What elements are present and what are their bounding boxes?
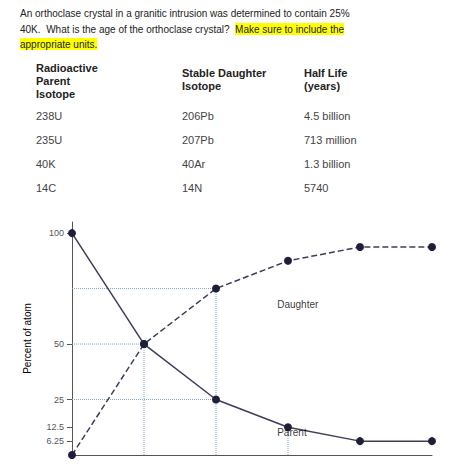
- svg-text:6.25: 6.25: [46, 436, 64, 446]
- svg-text:14C: 14C: [36, 182, 56, 194]
- svg-text:207Pb: 207Pb: [182, 134, 214, 146]
- svg-text:An orthoclase crystal in a gra: An orthoclase crystal in a granitic intr…: [20, 8, 350, 19]
- svg-text:50: 50: [54, 339, 64, 349]
- svg-text:Parent: Parent: [277, 427, 307, 438]
- svg-text:Make sure to include the: Make sure to include the: [235, 24, 344, 35]
- svg-text:25: 25: [54, 395, 64, 405]
- svg-text:Isotope: Isotope: [182, 80, 221, 92]
- svg-text:100: 100: [49, 228, 64, 238]
- svg-text:Isotope: Isotope: [36, 88, 75, 100]
- svg-text:4.5 billion: 4.5 billion: [304, 110, 350, 122]
- svg-text:713 million: 713 million: [304, 134, 357, 146]
- svg-text:Radioactive: Radioactive: [36, 62, 98, 74]
- svg-text:appropriate units.: appropriate units.: [20, 39, 97, 50]
- svg-text:5740: 5740: [304, 182, 328, 194]
- svg-text:(years): (years): [304, 80, 340, 92]
- svg-text:238U: 238U: [36, 110, 62, 122]
- svg-text:40K: 40K: [36, 158, 56, 170]
- svg-text:235U: 235U: [36, 134, 62, 146]
- svg-text:40Ar: 40Ar: [182, 158, 206, 170]
- svg-text:Daughter: Daughter: [277, 299, 319, 310]
- svg-text:40K. What is the age of the o: 40K. What is the age of the orthoclase c…: [20, 24, 235, 35]
- svg-text:12.5: 12.5: [46, 422, 64, 432]
- svg-text:1.3 billion: 1.3 billion: [304, 158, 350, 170]
- svg-text:Parent: Parent: [36, 75, 71, 87]
- svg-text:Percent of atom: Percent of atom: [22, 303, 33, 374]
- svg-text:206Pb: 206Pb: [182, 110, 214, 122]
- svg-text:14N: 14N: [182, 182, 202, 194]
- svg-text:Stable Daughter: Stable Daughter: [182, 67, 267, 79]
- svg-text:Half Life: Half Life: [304, 67, 347, 79]
